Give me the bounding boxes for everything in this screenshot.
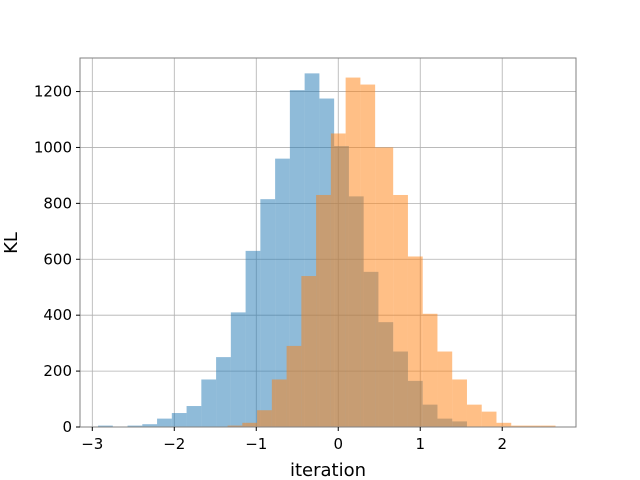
histogram-bar [466, 404, 482, 427]
histogram-bar [201, 379, 217, 427]
histogram-bar [242, 422, 258, 427]
histogram-bar [437, 351, 453, 427]
x-tick-label: 2 [497, 435, 507, 453]
histogram-bar [227, 425, 243, 427]
x-tick-label: −1 [245, 435, 267, 453]
histogram-bars [98, 73, 556, 428]
histogram-bar [407, 256, 423, 427]
histogram-bar [540, 425, 556, 427]
grid [80, 58, 576, 428]
histogram-bar [275, 158, 290, 428]
histogram-bar [330, 133, 346, 427]
y-tick-label: 1200 [34, 83, 72, 101]
histogram-bar [171, 413, 187, 427]
histogram-bar [481, 411, 497, 427]
x-tick-label: 1 [415, 435, 425, 453]
histogram-bar [393, 194, 408, 427]
histogram-bar [286, 345, 302, 427]
histogram-bar [301, 276, 317, 427]
histogram-bar [316, 194, 331, 427]
histogram-bar [257, 410, 272, 427]
histogram-bar [157, 418, 172, 427]
histogram-bar [422, 313, 438, 427]
histogram-bar [127, 425, 143, 427]
histogram-bar [511, 425, 526, 427]
x-tick-label: −3 [81, 435, 103, 453]
histogram-bar [186, 406, 202, 427]
histogram-bar [345, 77, 361, 428]
x-tick-label: −2 [163, 435, 185, 453]
histogram-bar [142, 424, 158, 427]
x-axis-label: iteration [290, 460, 366, 480]
series-1 [227, 77, 556, 428]
x-tick-label: 0 [333, 435, 343, 453]
y-tick-label: 400 [43, 306, 72, 324]
y-axis-label: KL [1, 232, 22, 254]
y-tick-label: 0 [62, 418, 72, 436]
y-tick-label: 200 [43, 362, 72, 380]
histogram-bar [271, 379, 287, 427]
axis-ticks: −3 −2 −1 0 1 2 0 200 400 600 800 1000 1200 [34, 83, 507, 453]
histogram-bar [452, 379, 467, 427]
y-tick-label: 800 [43, 194, 72, 212]
y-tick-label: 1000 [34, 138, 72, 156]
histogram-bar [216, 357, 231, 427]
histogram-bar [360, 84, 376, 427]
histogram-bar [496, 422, 512, 427]
plot-frame [79, 57, 577, 428]
histogram-bar [289, 90, 305, 427]
histogram-bar [245, 250, 261, 427]
histogram-bar [230, 312, 246, 427]
histogram-bar [98, 425, 113, 427]
y-tick-label: 600 [43, 250, 72, 268]
histogram-bar [525, 425, 541, 427]
histogram-bar [375, 147, 394, 428]
histogram-bar [260, 199, 276, 427]
